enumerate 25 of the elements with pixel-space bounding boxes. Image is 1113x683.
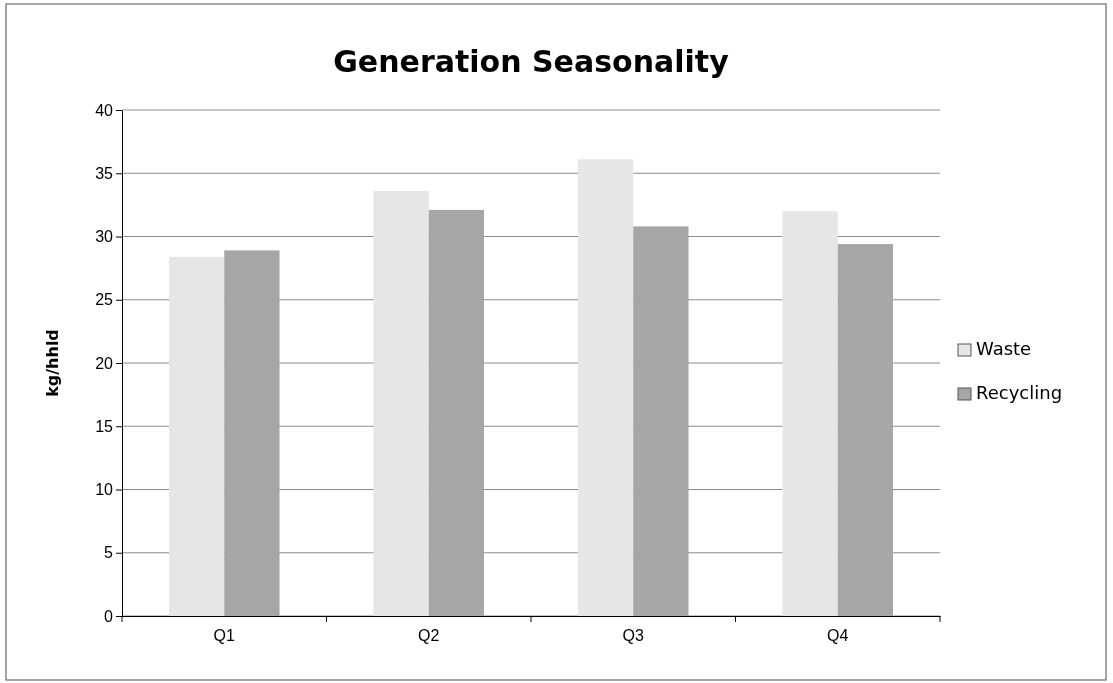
y-tick-label: 40 bbox=[95, 101, 114, 119]
y-axis-title: kg/hhld bbox=[43, 329, 62, 397]
chart-title: Generation Seasonality bbox=[333, 44, 730, 79]
y-tick-label: 10 bbox=[95, 481, 114, 499]
bar bbox=[633, 226, 689, 616]
bar bbox=[168, 256, 225, 616]
x-tick-label: Q2 bbox=[418, 627, 440, 645]
y-tick-label: 15 bbox=[95, 417, 114, 435]
bar bbox=[373, 190, 429, 616]
legend-label: Recycling bbox=[976, 382, 1063, 403]
y-tick-label: 30 bbox=[95, 228, 114, 246]
bar bbox=[782, 211, 838, 616]
bar bbox=[224, 250, 280, 616]
y-tick-label: 35 bbox=[95, 164, 114, 182]
x-tick-label: Q3 bbox=[622, 627, 645, 645]
y-tick-label: 5 bbox=[104, 544, 114, 562]
x-tick-label: Q1 bbox=[213, 627, 236, 645]
y-tick-label: 20 bbox=[95, 354, 114, 372]
bar bbox=[577, 159, 634, 616]
bar bbox=[428, 209, 485, 616]
x-tick-label: Q4 bbox=[827, 627, 849, 645]
y-tick-label: 0 bbox=[104, 607, 114, 625]
bar bbox=[837, 244, 894, 616]
legend-label: Waste bbox=[976, 338, 1032, 359]
y-tick-label: 25 bbox=[95, 291, 114, 309]
